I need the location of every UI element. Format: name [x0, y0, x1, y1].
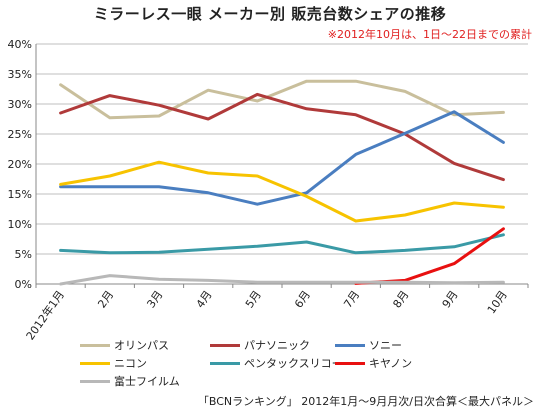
legend-label: オリンパス [114, 339, 169, 352]
x-tick-label: 2月 [95, 288, 116, 310]
legend-swatch [80, 361, 110, 365]
series-line [354, 227, 505, 285]
legend-item: オリンパス [80, 337, 169, 353]
y-tick-labels: 0% 5% 10% 15% 20% 25% 30% 35% 40% [8, 38, 32, 291]
series-line [59, 274, 505, 286]
x-tick-label: 9月 [440, 288, 461, 310]
legend-swatch [335, 343, 365, 347]
x-tick-label: 10月 [485, 288, 510, 316]
line-chart: 0% 5% 10% 15% 20% 25% 30% 35% 40% 2012年1月 2月 3月 4月 5… [8, 38, 529, 340]
x-tick-label: 6月 [292, 288, 313, 310]
y-tick-label: 15% [8, 188, 32, 201]
legend-item: パナソニック [210, 337, 310, 353]
y-tick-label: 5% [15, 248, 32, 261]
legend-item: ペンタックスリコー [210, 355, 343, 371]
legend-label: 富士フイルム [114, 375, 180, 388]
x-tick-label: 4月 [194, 288, 215, 310]
chart-annotation: ※2012年10月は、1日～22日までの累計 [327, 28, 532, 41]
series-line [59, 92, 505, 182]
y-tick-label: 0% [15, 278, 32, 291]
x-tick-label: 3月 [144, 288, 165, 310]
legend-label: パナソニック [244, 339, 310, 352]
series-line [59, 79, 505, 120]
legend-swatch [335, 361, 365, 365]
legend: オリンパス パナソニック ソニーニコン ペンタックスリコー キヤノン富士フイルム [80, 337, 440, 389]
x-tick-label: 2012年1月 [23, 288, 67, 340]
series-lines [59, 79, 505, 286]
legend-item: ニコン [80, 355, 147, 371]
x-tick-label: 5月 [243, 288, 264, 310]
series-line [59, 110, 505, 206]
y-tick-label: 30% [8, 98, 32, 111]
legend-item: キヤノン [335, 355, 412, 371]
legend-swatch [80, 343, 110, 347]
y-tick-label: 10% [8, 218, 32, 231]
y-tick-label: 25% [8, 128, 32, 141]
legend-item: 富士フイルム [80, 373, 180, 389]
legend-label: ペンタックスリコー [244, 357, 343, 370]
series-line [59, 160, 505, 223]
chart-title: ミラーレス一眼 メーカー別 販売台数シェアの推移 [93, 5, 447, 23]
gridlines [36, 43, 528, 255]
legend-swatch [210, 343, 240, 347]
legend-label: ニコン [114, 357, 147, 370]
source-note: 「BCNランキング」 2012年1月～9月月次/日次合算＜最大パネル＞ [197, 395, 534, 408]
x-tick-label: 7月 [341, 288, 362, 310]
legend-swatch [210, 361, 240, 365]
y-tick-label: 35% [8, 68, 32, 81]
legend-label: キヤノン [369, 357, 413, 370]
legend-item: ソニー [335, 337, 402, 353]
series-line [59, 233, 505, 255]
y-tick-label: 20% [8, 158, 32, 171]
legend-swatch [80, 379, 110, 383]
legend-label: ソニー [369, 339, 402, 352]
x-tick-labels: 2012年1月 2月 3月 4月 5月 6月 7月 8月 9月 10月 [23, 288, 510, 340]
y-tick-label: 40% [8, 38, 32, 51]
x-tick-label: 8月 [390, 288, 411, 310]
